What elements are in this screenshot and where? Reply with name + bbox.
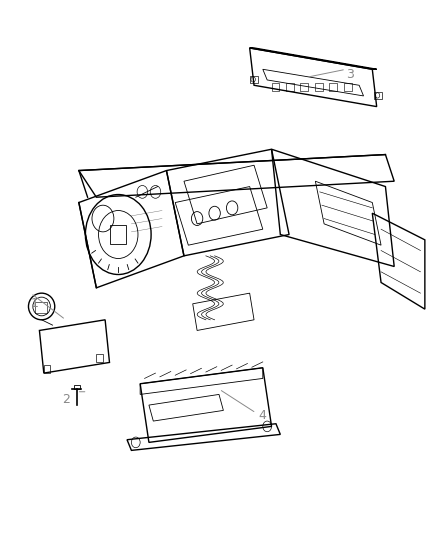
Text: 2: 2 [62,393,70,406]
Bar [96,354,103,362]
Bar [74,385,80,389]
Bar [344,83,352,91]
Text: 3: 3 [346,68,354,81]
Bar [329,83,337,91]
Bar [44,365,50,373]
Bar [35,302,47,313]
Text: 4: 4 [259,409,267,422]
Bar [300,83,308,91]
Bar [272,83,279,91]
Bar [286,83,294,91]
Bar [250,76,258,83]
Bar [374,92,382,99]
Bar [110,225,126,244]
Text: 1: 1 [31,297,39,310]
Bar [315,83,323,91]
